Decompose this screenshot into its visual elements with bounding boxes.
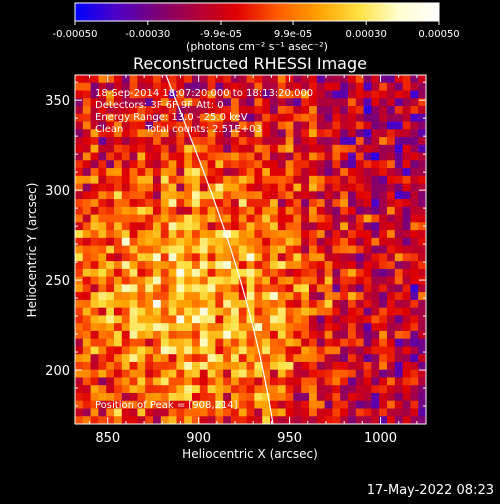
colorbar-tick-label: 9.9e-05 — [274, 29, 312, 40]
colorbar-ticks: -0.00050 -0.00030 -9.9e-05 9.9e-05 0.00030 0.… — [53, 21, 460, 40]
x-tick-label: 1000 — [364, 431, 397, 446]
reconstructed-image — [75, 75, 426, 424]
y-tick-label: 250 — [45, 274, 70, 289]
plot-frame — [74, 74, 427, 425]
peak-position: Position of Peak = [908,214] — [95, 400, 238, 411]
image-pixels — [75, 75, 426, 424]
info-energy-range: Energy Range: 13.0 - 25.0 keV — [95, 112, 248, 123]
plot-timestamp: 17-May-2022 08:23 — [367, 483, 494, 498]
colorbar-tick-label: -9.9e-05 — [200, 29, 242, 40]
observation-info: 18-Sep-2014 18:07:20.000 to 18:13:20.000… — [95, 88, 313, 135]
info-counts: Clean Total counts: 2.51E+03 — [95, 124, 262, 135]
x-axis-label: Heliocentric X (arcsec) — [182, 447, 318, 461]
x-tick-label: 850 — [95, 431, 120, 446]
y-tick-label: 350 — [45, 94, 70, 109]
colorbar-unit-label: (photons cm⁻² s⁻¹ asec⁻²) — [186, 40, 328, 53]
colorbar — [74, 2, 440, 22]
y-tick-label: 200 — [45, 364, 70, 379]
y-axis-label: Heliocentric Y (arcsec) — [25, 183, 39, 318]
axis-ticks: 850 900 950 1000 200 250 300 350 — [45, 75, 426, 446]
image-title: Reconstructed RHESSI Image — [133, 54, 367, 73]
colorbar-tick-label: 0.00050 — [418, 29, 459, 40]
colorbar-tick-label: -0.00030 — [125, 29, 170, 40]
solar-limb — [165, 75, 274, 424]
x-tick-label: 950 — [277, 431, 302, 446]
colorbar-tick-label: 0.00030 — [346, 29, 387, 40]
colorbar-tick-label: -0.00050 — [53, 29, 98, 40]
info-time-range: 18-Sep-2014 18:07:20.000 to 18:13:20.000 — [95, 88, 313, 99]
info-detectors: Detectors: 3F 6F 9F Att: 0 — [95, 100, 224, 111]
x-tick-label: 900 — [186, 431, 211, 446]
y-tick-label: 300 — [45, 184, 70, 199]
